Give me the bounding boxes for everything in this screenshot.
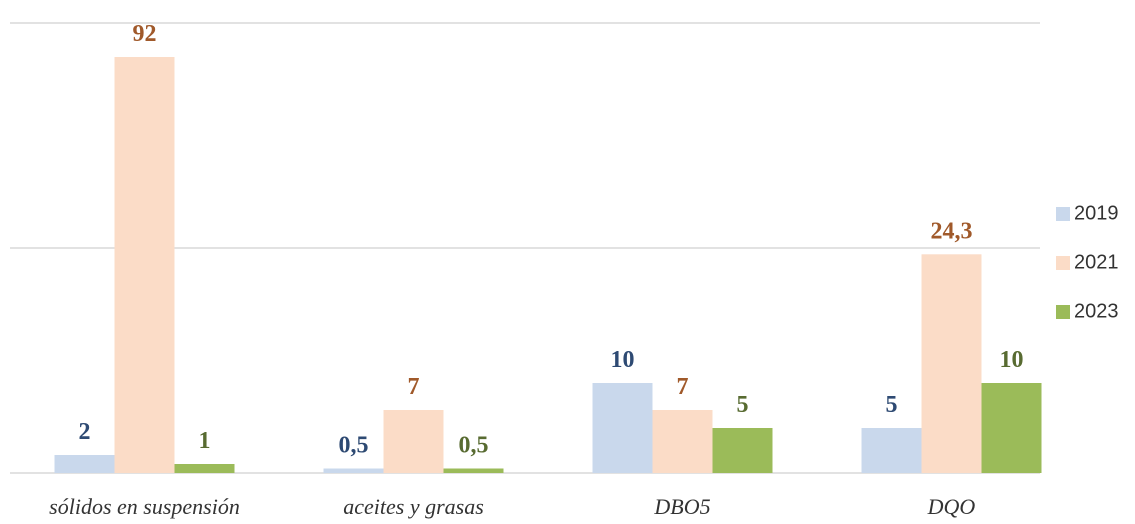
bar [592,383,653,473]
bar [383,410,444,473]
legend-label: 2021 [1074,251,1119,273]
data-label: 10 [1000,347,1024,373]
legend-label: 2023 [1074,300,1119,322]
data-label: 2 [79,419,91,445]
x-tick-label: DQO [927,494,976,519]
bar [54,455,115,473]
data-label: 10 [611,347,635,373]
data-label: 0,5 [459,433,489,459]
data-label: 24,3 [931,218,973,244]
x-tick-label: sólidos en suspensión [49,494,240,519]
bar [712,428,773,473]
bar [921,254,982,473]
bar [981,383,1042,473]
legend-swatch [1056,207,1070,221]
data-label: 5 [737,392,749,418]
bar [323,468,384,473]
legend-label: 2019 [1074,202,1119,224]
data-label: 7 [408,374,420,400]
data-label: 7 [677,374,689,400]
bar [174,464,235,473]
bar [443,468,504,473]
bar [114,57,175,473]
legend-swatch [1056,305,1070,319]
x-tick-label: aceites y grasas [343,494,484,519]
bar [652,410,713,473]
data-label: 5 [886,392,898,418]
data-label: 92 [133,21,157,47]
data-label: 1 [199,428,211,454]
x-tick-label: DBO5 [653,494,710,519]
bar [861,428,922,473]
data-label: 0,5 [339,433,369,459]
legend-swatch [1056,256,1070,270]
